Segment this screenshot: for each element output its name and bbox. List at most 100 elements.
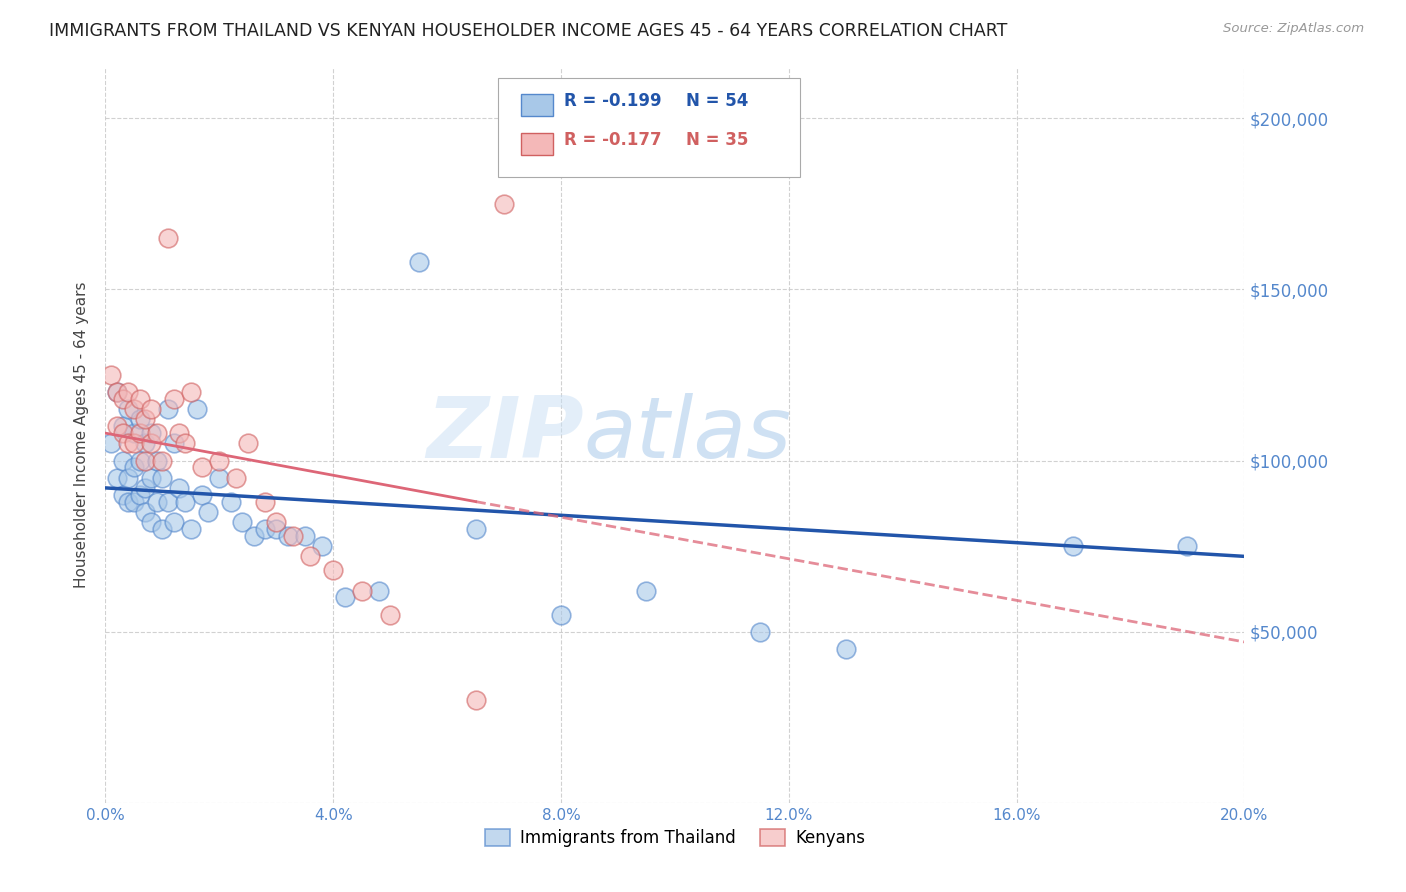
Point	[128, 392, 150, 406]
Point	[111, 392, 134, 406]
Point	[163, 515, 186, 529]
Point	[139, 426, 162, 441]
Point	[231, 515, 253, 529]
Point	[122, 436, 145, 450]
Point	[105, 385, 128, 400]
Point	[264, 522, 288, 536]
Point	[464, 693, 486, 707]
Point	[208, 453, 231, 467]
Point	[117, 436, 139, 450]
Point	[111, 426, 134, 441]
Text: N = 35: N = 35	[686, 131, 748, 150]
Point	[128, 426, 150, 441]
FancyBboxPatch shape	[498, 78, 800, 178]
Point	[152, 522, 174, 536]
Point	[236, 436, 259, 450]
Point	[174, 494, 197, 508]
Point	[122, 494, 145, 508]
Point	[253, 494, 276, 508]
Point	[139, 402, 162, 417]
Text: ZIP: ZIP	[426, 393, 583, 476]
Point	[333, 591, 356, 605]
Point	[111, 488, 134, 502]
Point	[139, 436, 162, 450]
Text: IMMIGRANTS FROM THAILAND VS KENYAN HOUSEHOLDER INCOME AGES 45 - 64 YEARS CORRELA: IMMIGRANTS FROM THAILAND VS KENYAN HOUSE…	[49, 22, 1008, 40]
Point	[128, 453, 150, 467]
Point	[105, 385, 128, 400]
Text: Source: ZipAtlas.com: Source: ZipAtlas.com	[1223, 22, 1364, 36]
Point	[117, 402, 139, 417]
Point	[152, 470, 174, 484]
Point	[152, 453, 174, 467]
Point	[157, 402, 180, 417]
Point	[186, 402, 208, 417]
Point	[180, 385, 202, 400]
Point	[322, 563, 344, 577]
Point	[294, 529, 316, 543]
Point	[311, 539, 333, 553]
Point	[128, 488, 150, 502]
Point	[100, 368, 122, 382]
Point	[117, 470, 139, 484]
Point	[134, 412, 156, 426]
Point	[134, 436, 156, 450]
Point	[299, 549, 322, 564]
Point	[105, 419, 128, 434]
Point	[139, 470, 162, 484]
Point	[242, 529, 264, 543]
Point	[134, 481, 156, 495]
Point	[253, 522, 276, 536]
Point	[134, 453, 156, 467]
Point	[128, 412, 150, 426]
Point	[367, 583, 389, 598]
Text: N = 54: N = 54	[686, 93, 748, 111]
Point	[157, 494, 180, 508]
Point	[122, 402, 145, 417]
Point	[350, 583, 373, 598]
Point	[111, 453, 134, 467]
Text: atlas: atlas	[583, 393, 792, 476]
Legend: Immigrants from Thailand, Kenyans: Immigrants from Thailand, Kenyans	[478, 822, 872, 854]
Point	[197, 505, 219, 519]
Point	[749, 624, 772, 639]
Point	[225, 470, 247, 484]
Point	[264, 515, 288, 529]
Point	[1063, 539, 1085, 553]
Point	[835, 641, 858, 656]
Point	[191, 488, 214, 502]
Point	[169, 426, 191, 441]
Point	[636, 583, 658, 598]
Y-axis label: Householder Income Ages 45 - 64 years: Householder Income Ages 45 - 64 years	[75, 282, 90, 588]
Point	[145, 453, 167, 467]
Point	[219, 494, 242, 508]
Point	[277, 529, 299, 543]
Point	[1175, 539, 1198, 553]
Point	[111, 419, 134, 434]
Text: R = -0.199: R = -0.199	[564, 93, 662, 111]
Point	[163, 436, 186, 450]
FancyBboxPatch shape	[522, 133, 553, 155]
Point	[174, 436, 197, 450]
Point	[378, 607, 402, 622]
Point	[117, 494, 139, 508]
Point	[180, 522, 202, 536]
Point	[464, 522, 486, 536]
Point	[157, 231, 180, 245]
Point	[145, 494, 167, 508]
Point	[145, 426, 167, 441]
Point	[105, 470, 128, 484]
Point	[550, 607, 572, 622]
Point	[134, 505, 156, 519]
Point	[117, 385, 139, 400]
Point	[169, 481, 191, 495]
Point	[283, 529, 305, 543]
Point	[100, 436, 122, 450]
Point	[163, 392, 186, 406]
Point	[191, 460, 214, 475]
FancyBboxPatch shape	[522, 95, 553, 116]
Point	[122, 426, 145, 441]
Point	[139, 515, 162, 529]
Text: R = -0.177: R = -0.177	[564, 131, 662, 150]
Point	[492, 196, 515, 211]
Point	[208, 470, 231, 484]
